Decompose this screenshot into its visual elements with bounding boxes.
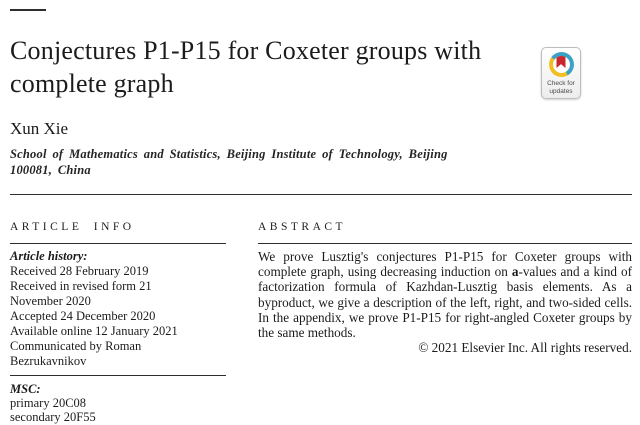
top-rule: [10, 9, 46, 11]
author-affiliation: School of Mathematics and Statistics, Be…: [10, 147, 448, 177]
article-history-line: November 2020: [10, 294, 91, 308]
page-title: Conjectures P1-P15 for Coxeter groups wi…: [10, 34, 520, 100]
badge-label-line1: Check for: [547, 80, 575, 87]
badge-label-line2: updates: [549, 87, 573, 95]
article-history-line: Received 28 February 2019: [10, 264, 149, 278]
abstract-heading-rule: [258, 243, 632, 244]
article-history-line: Communicated by Roman: [10, 339, 142, 353]
abstract-column: ABSTRACT We prove Lusztig's conjectures …: [258, 212, 632, 355]
copyright-line: © 2021 Elsevier Inc. All rights reserved…: [418, 340, 632, 356]
bookmark-icon: [556, 56, 566, 68]
msc-line: primary 20C08: [10, 396, 87, 410]
author-name: Xun Xie: [10, 119, 69, 138]
abstract-heading: ABSTRACT: [258, 221, 347, 233]
msc-divider: [10, 375, 226, 376]
page-title-line: complete graph: [10, 69, 174, 98]
page-title-line: Conjectures P1-P15 for Coxeter groups wi…: [10, 36, 482, 65]
article-history-line: Received in revised form 21: [10, 279, 152, 293]
article-history-line: Bezrukavnikov: [10, 354, 87, 368]
crossmark-inner-circle: [552, 56, 570, 73]
msc-block: MSC: primary 20C08 secondary 20F55: [10, 382, 226, 424]
msc-list: primary 20C08 secondary 20F55: [10, 396, 226, 424]
header-divider: [10, 194, 632, 195]
msc-label: MSC:: [10, 382, 41, 396]
article-info-column: ARTICLE INFO Article history: Received 2…: [10, 212, 226, 424]
check-for-updates-label: Check for updates: [547, 80, 575, 95]
abstract-paragraph: We prove Lusztig's conjectures P1-P15 fo…: [258, 249, 632, 340]
article-history-block: Article history: Received 28 February 20…: [10, 249, 226, 369]
article-history-line: Accepted 24 December 2020: [10, 309, 156, 323]
msc-line: secondary 20F55: [10, 410, 96, 424]
text-segment: We prove Lusztig's conjectures P1-P15 fo…: [258, 249, 632, 280]
bold-term: a: [511, 264, 519, 280]
article-info-heading: ARTICLE INFO: [10, 221, 135, 233]
info-abstract-columns: ARTICLE INFO Article history: Received 2…: [10, 212, 632, 424]
article-history-line: Available online 12 January 2021: [10, 324, 178, 338]
article-history-list: Received 28 February 2019 Received in rev…: [10, 264, 226, 369]
crossmark-icon: [548, 52, 574, 77]
check-for-updates-badge[interactable]: Check for updates: [541, 47, 581, 99]
text-segment: -values and a kind of factorization form…: [258, 264, 632, 341]
article-info-heading-rule: [10, 243, 226, 244]
article-history-label: Article history:: [10, 249, 88, 263]
